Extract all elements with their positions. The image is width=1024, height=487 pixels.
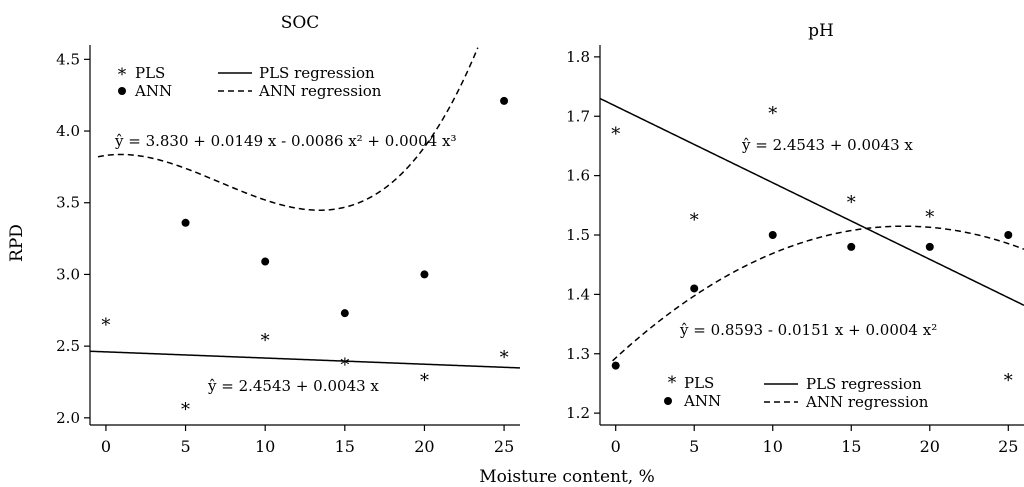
- legend-pls-regression-label: PLS regression: [806, 375, 922, 393]
- ph-panel: pH ŷ = 2.4543 + 0.0043 x ŷ = 0.8593 - 0.…: [566, 21, 1024, 456]
- ph-ann-point: [925, 242, 934, 251]
- ph-pls-point: *: [611, 124, 620, 145]
- soc-pls-point: *: [181, 399, 190, 420]
- soc-equation-pls: ŷ = 2.4543 + 0.0043 x: [207, 377, 379, 395]
- ylabel-rpd: RPD: [7, 224, 27, 262]
- ph-ytick-label: 1.6: [566, 167, 590, 185]
- ph-title: pH: [808, 21, 834, 41]
- soc-equation-ann: ŷ = 3.830 + 0.0149 x - 0.0086 x² + 0.000…: [114, 132, 457, 150]
- ph-xtick-label: 15: [841, 437, 861, 456]
- ph-equation-pls: ŷ = 2.4543 + 0.0043 x: [741, 136, 913, 154]
- legend-pls-regression-label: PLS regression: [259, 64, 375, 82]
- soc-pls-point: *: [261, 331, 270, 352]
- soc-xtick-label: 25: [494, 437, 514, 456]
- ph-ann-point: [690, 284, 699, 293]
- ph-pls-point: *: [690, 210, 699, 231]
- ph-pls-point: *: [1004, 371, 1013, 392]
- soc-panel: SOC ŷ = 3.830 + 0.0149 x - 0.0086 x² + 0…: [56, 13, 521, 456]
- ph-ytick-label: 1.8: [566, 48, 590, 66]
- soc-xtick-label: 0: [101, 437, 111, 456]
- ph-pls-point: *: [925, 207, 934, 228]
- ph-ann-regression-line: [612, 225, 1024, 362]
- soc-ytick-label: 2.5: [56, 337, 80, 355]
- shared-xlabel: Moisture content, %: [479, 467, 655, 487]
- soc-xtick-label: 10: [255, 437, 275, 456]
- ph-ytick-label: 1.3: [566, 345, 590, 363]
- ph-ann-point: [1004, 231, 1013, 239]
- soc-ytick-label: 3.0: [56, 265, 80, 283]
- soc-ann-point: [500, 96, 509, 105]
- legend-pls-marker-icon: *: [118, 65, 127, 85]
- soc-pls-point: *: [340, 355, 349, 376]
- soc-xtick-label: 5: [180, 437, 190, 456]
- ph-xtick-label: 20: [920, 437, 940, 456]
- legend-pls-marker-icon: *: [668, 373, 677, 393]
- ph-ytick-label: 1.2: [566, 404, 590, 422]
- ph-ann-point: [847, 242, 856, 251]
- legend-ann-label: ANN: [134, 82, 172, 100]
- ph-legend: * PLS ANN PLS regression ANN regression: [664, 373, 929, 411]
- soc-xtick-label: 20: [414, 437, 434, 456]
- ph-pls-regression-line: [599, 97, 1024, 306]
- legend-ann-regression-label: ANN regression: [258, 82, 382, 100]
- legend-pls-label: PLS: [684, 374, 714, 392]
- soc-ann-point: [420, 270, 429, 279]
- ph-xtick-label: 25: [998, 437, 1018, 456]
- soc-pls-point: *: [500, 348, 509, 369]
- legend-ann-marker-icon: [664, 397, 672, 405]
- ph-ann-point: [611, 361, 620, 370]
- ph-equation-ann: ŷ = 0.8593 - 0.0151 x + 0.0004 x²: [679, 321, 937, 339]
- soc-pls-point: *: [101, 315, 110, 336]
- soc-ann-regression-line: [97, 47, 479, 211]
- soc-ann-point: [261, 257, 270, 266]
- soc-pls-regression-line: [89, 350, 521, 369]
- soc-ytick-label: 3.5: [56, 194, 80, 212]
- ph-pls-point: *: [847, 192, 856, 213]
- soc-ytick-label: 4.5: [56, 50, 80, 68]
- soc-title: SOC: [281, 13, 320, 33]
- ph-ytick-label: 1.4: [566, 285, 590, 303]
- soc-ann-point: [340, 309, 349, 318]
- ph-ytick-label: 1.7: [566, 107, 590, 125]
- soc-pls-point: *: [420, 371, 429, 392]
- ph-pls-point: *: [768, 103, 777, 124]
- soc-legend: * PLS ANN PLS regression ANN regression: [118, 64, 382, 100]
- soc-xtick-label: 15: [335, 437, 355, 456]
- soc-ytick-label: 2.0: [56, 409, 80, 427]
- legend-ann-regression-label: ANN regression: [805, 393, 929, 411]
- legend-ann-label: ANN: [683, 392, 721, 410]
- soc-ytick-label: 4.0: [56, 122, 80, 140]
- ph-xtick-label: 5: [689, 437, 699, 456]
- soc-ann-point: [181, 218, 190, 227]
- ph-ytick-label: 1.5: [566, 226, 590, 244]
- legend-pls-label: PLS: [135, 64, 165, 82]
- legend-ann-marker-icon: [118, 87, 126, 95]
- ph-xtick-label: 0: [611, 437, 621, 456]
- ph-ann-point: [768, 231, 777, 239]
- ph-xtick-label: 10: [763, 437, 783, 456]
